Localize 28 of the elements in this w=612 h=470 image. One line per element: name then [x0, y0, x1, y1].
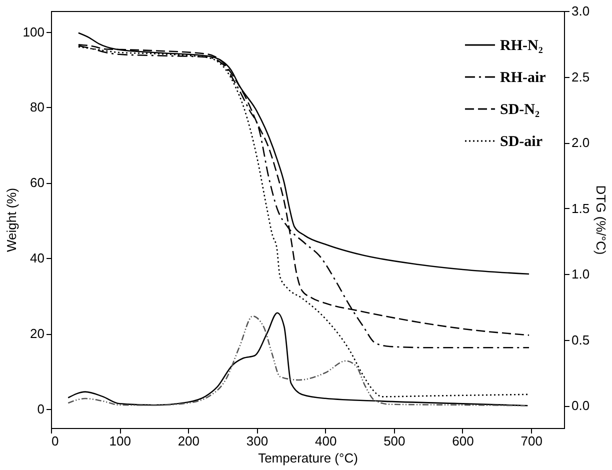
x-axis-title: Temperature (°C) [258, 450, 358, 466]
x-tick-label: 200 [178, 434, 200, 448]
y2-tick-label: 2.0 [572, 135, 590, 150]
y2-tick-label: 1.0 [572, 266, 590, 282]
y-tick-label: 40 [30, 250, 44, 266]
legend-label: RH-N₂ [500, 38, 544, 54]
y-tick-label: 100 [22, 24, 44, 40]
x-tick-label: 600 [452, 434, 474, 448]
x-tick-label: 300 [246, 434, 268, 448]
x-tick-label: 0 [52, 434, 59, 448]
legend-label: RH-air [500, 70, 546, 86]
x-tick-label: 500 [384, 434, 406, 448]
y-tick-label: 60 [30, 175, 44, 190]
legend-label: SD-N₂ [500, 102, 540, 118]
y2-tick-label: 3.0 [572, 4, 590, 18]
y-tick-label: 0 [37, 402, 44, 417]
y2-tick-label: 2.5 [572, 69, 590, 84]
x-tick-label: 100 [109, 434, 131, 448]
y2-tick-label: 1.5 [572, 200, 590, 216]
y2-tick-label: 0.0 [572, 398, 590, 414]
y2-tick-label: 0.5 [572, 332, 590, 348]
y-axis-title: Weight (%) [4, 188, 19, 252]
y-tick-label: 20 [30, 326, 44, 342]
legend-label: SD-air [500, 134, 543, 150]
y2-axis-title: DTG (%/°C) [594, 185, 609, 255]
x-tick-label: 700 [520, 434, 542, 448]
x-tick-label: 400 [314, 434, 337, 448]
y-tick-label: 80 [30, 100, 44, 115]
